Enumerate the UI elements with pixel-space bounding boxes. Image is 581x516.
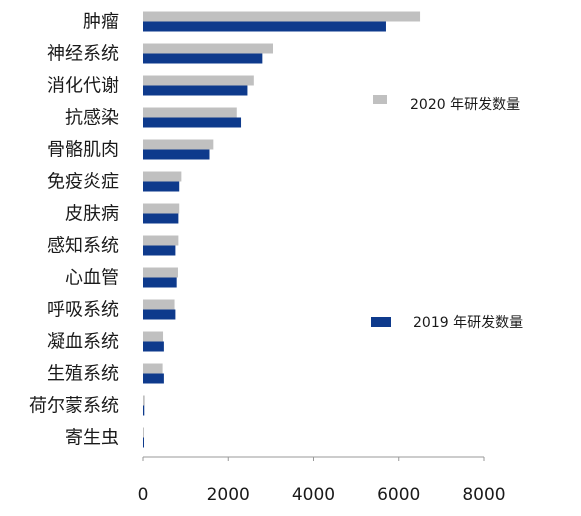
legend: 2020 年研发数量 2019 年研发数量 xyxy=(371,95,523,331)
category-label: 消化代谢 xyxy=(47,76,119,97)
bar-2020 xyxy=(143,43,274,54)
legend-label-2019: 2019 年研发数量 xyxy=(413,315,523,331)
bar-2020 xyxy=(143,331,164,342)
bar-2019 xyxy=(143,149,210,160)
legend-swatch-2019 xyxy=(371,317,391,327)
category-label: 肿瘤 xyxy=(83,12,119,33)
bar-2020 xyxy=(143,427,144,438)
category-label: 感知系统 xyxy=(47,236,119,257)
category-label: 骨骼肌肉 xyxy=(47,140,119,161)
category-label: 心血管 xyxy=(65,268,119,289)
legend-label-2020: 2020 年研发数量 xyxy=(410,97,520,113)
bar-2019 xyxy=(143,245,176,256)
bar-2019 xyxy=(143,309,176,320)
bars-group xyxy=(143,11,421,448)
bar-2019 xyxy=(143,437,144,448)
bar-2019 xyxy=(143,341,164,352)
bar-2019 xyxy=(143,117,242,128)
category-labels: 肿瘤神经系统消化代谢抗感染骨骼肌肉免疫炎症皮肤病感知系统心血管呼吸系统凝血系统生… xyxy=(29,12,119,449)
category-label: 生殖系统 xyxy=(47,363,119,385)
category-label: 神经系统 xyxy=(47,44,119,65)
bar-2019 xyxy=(143,213,179,224)
legend-swatch-2020 xyxy=(373,95,387,104)
x-tick-label: 4000 xyxy=(292,485,335,505)
bar-2019 xyxy=(143,373,164,384)
category-label: 凝血系统 xyxy=(47,332,119,353)
bar-2020 xyxy=(143,363,163,374)
category-label: 荷尔蒙系统 xyxy=(29,396,119,417)
category-label: 皮肤病 xyxy=(65,204,119,225)
x-tick-label: 2000 xyxy=(207,485,250,505)
category-label: 免疫炎症 xyxy=(47,172,119,193)
bar-2020 xyxy=(143,171,182,182)
bar-2020 xyxy=(143,299,175,310)
bar-2020 xyxy=(143,75,254,86)
x-tick-label: 0 xyxy=(138,485,149,505)
x-tick-label: 8000 xyxy=(462,485,505,505)
bar-2020 xyxy=(143,395,145,406)
bar-2020 xyxy=(143,235,179,246)
bar-2020 xyxy=(143,267,178,278)
bar-2020 xyxy=(143,203,180,214)
bar-2020 xyxy=(143,107,237,118)
bar-2019 xyxy=(143,181,180,192)
bar-2019 xyxy=(143,21,386,32)
bar-2019 xyxy=(143,85,248,96)
category-label: 寄生虫 xyxy=(65,428,119,449)
bar-2019 xyxy=(143,53,263,64)
bar-2020 xyxy=(143,139,214,150)
bar-2019 xyxy=(143,405,145,416)
x-tick-label: 6000 xyxy=(377,485,420,505)
category-label: 抗感染 xyxy=(65,108,119,129)
bar-2019 xyxy=(143,277,177,288)
bar-2020 xyxy=(143,11,421,22)
category-label: 呼吸系统 xyxy=(47,300,119,321)
x-axis-ticks: 0 2000 4000 6000 8000 xyxy=(138,457,506,505)
